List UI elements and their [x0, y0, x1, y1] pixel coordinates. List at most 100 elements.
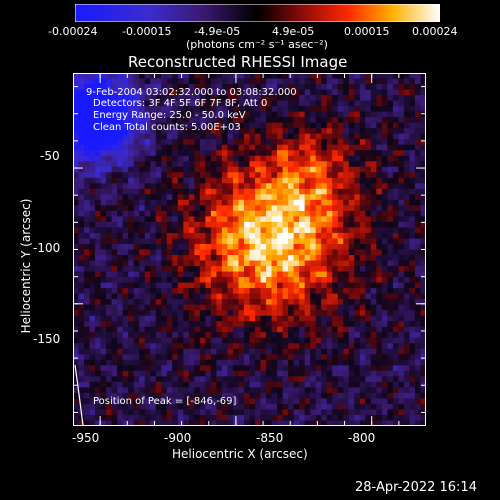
- image-pixel: [282, 293, 289, 300]
- image-pixel: [332, 409, 339, 416]
- image-pixel: [100, 348, 107, 355]
- image-pixel: [95, 216, 101, 223]
- image-pixel: [210, 128, 217, 134]
- image-pixel: [332, 277, 339, 283]
- image-pixel: [321, 398, 328, 405]
- image-pixel: [100, 282, 107, 289]
- image-pixel: [315, 221, 322, 228]
- image-pixel: [210, 271, 217, 278]
- image-pixel: [321, 255, 328, 261]
- image-pixel: [315, 161, 322, 168]
- image-pixel: [288, 194, 294, 201]
- image-pixel: [100, 210, 107, 217]
- image-pixel: [133, 100, 140, 107]
- image-pixel: [403, 381, 410, 388]
- image-pixel: [177, 84, 184, 90]
- image-pixel: [299, 177, 305, 184]
- image-pixel: [392, 78, 399, 85]
- image-pixel: [288, 155, 294, 162]
- image-pixel: [117, 128, 123, 134]
- image-pixel: [370, 177, 377, 184]
- image-pixel: [95, 403, 101, 410]
- image-pixel: [381, 194, 388, 201]
- image-pixel: [73, 238, 79, 245]
- image-pixel: [392, 210, 399, 217]
- image-pixel: [370, 337, 377, 344]
- image-pixel: [266, 172, 272, 179]
- image-pixel: [414, 232, 421, 239]
- image-pixel: [95, 161, 101, 168]
- y-tick-label: -50: [40, 149, 60, 163]
- image-pixel: [128, 337, 134, 344]
- image-pixel: [304, 326, 311, 333]
- image-pixel: [277, 133, 283, 140]
- image-pixel: [321, 194, 328, 201]
- image-pixel: [144, 414, 151, 421]
- image-pixel: [117, 84, 123, 90]
- image-pixel: [310, 293, 316, 300]
- image-pixel: [315, 288, 322, 294]
- image-pixel: [117, 304, 123, 311]
- image-pixel: [243, 376, 250, 383]
- image-pixel: [243, 310, 250, 316]
- image-pixel: [139, 210, 146, 217]
- image-pixel: [310, 177, 316, 184]
- image-pixel: [326, 315, 333, 322]
- image-pixel: [343, 100, 350, 107]
- image-pixel: [238, 111, 245, 118]
- image-pixel: [111, 78, 118, 85]
- image-pixel: [221, 337, 228, 344]
- image-pixel: [354, 150, 361, 157]
- image-pixel: [106, 95, 112, 101]
- image-pixel: [117, 260, 123, 267]
- image-pixel: [304, 376, 311, 383]
- image-pixel: [128, 365, 134, 372]
- image-pixel: [238, 122, 245, 129]
- image-pixel: [150, 139, 157, 146]
- image-pixel: [348, 205, 355, 212]
- image-pixel: [310, 238, 316, 245]
- image-pixel: [183, 409, 190, 416]
- image-pixel: [216, 89, 223, 96]
- image-pixel: [133, 304, 140, 311]
- image-pixel: [304, 249, 311, 256]
- image-pixel: [365, 321, 372, 328]
- image-pixel: [238, 304, 245, 311]
- image-pixel: [150, 365, 157, 372]
- image-pixel: [238, 188, 245, 195]
- image-pixel: [122, 343, 129, 350]
- image-pixel: [293, 321, 300, 328]
- image-pixel: [326, 216, 333, 223]
- image-pixel: [100, 304, 107, 311]
- image-pixel: [133, 122, 140, 129]
- image-pixel: [183, 381, 190, 388]
- image-pixel: [139, 381, 146, 388]
- image-pixel: [122, 249, 129, 256]
- image-pixel: [398, 354, 405, 361]
- image-pixel: [221, 354, 228, 361]
- image-pixel: [343, 260, 350, 267]
- image-pixel: [183, 260, 190, 267]
- image-pixel: [73, 376, 79, 383]
- image-pixel: [359, 392, 366, 399]
- image-pixel: [266, 304, 272, 311]
- image-pixel: [100, 343, 107, 350]
- image-pixel: [199, 321, 206, 328]
- image-pixel: [216, 166, 223, 173]
- image-pixel: [161, 84, 168, 90]
- image-pixel: [315, 144, 322, 151]
- image-pixel: [332, 310, 339, 316]
- image-pixel: [199, 84, 206, 90]
- image-pixel: [238, 117, 245, 123]
- solar-limb-arc: [74, 364, 84, 426]
- image-pixel: [161, 95, 168, 101]
- image-pixel: [183, 403, 190, 410]
- image-pixel: [95, 293, 101, 300]
- image-pixel: [332, 359, 339, 366]
- image-pixel: [150, 133, 157, 140]
- image-pixel: [343, 155, 350, 162]
- image-pixel: [370, 243, 377, 250]
- image-pixel: [117, 150, 123, 157]
- image-pixel: [271, 321, 278, 328]
- image-pixel: [133, 420, 140, 426]
